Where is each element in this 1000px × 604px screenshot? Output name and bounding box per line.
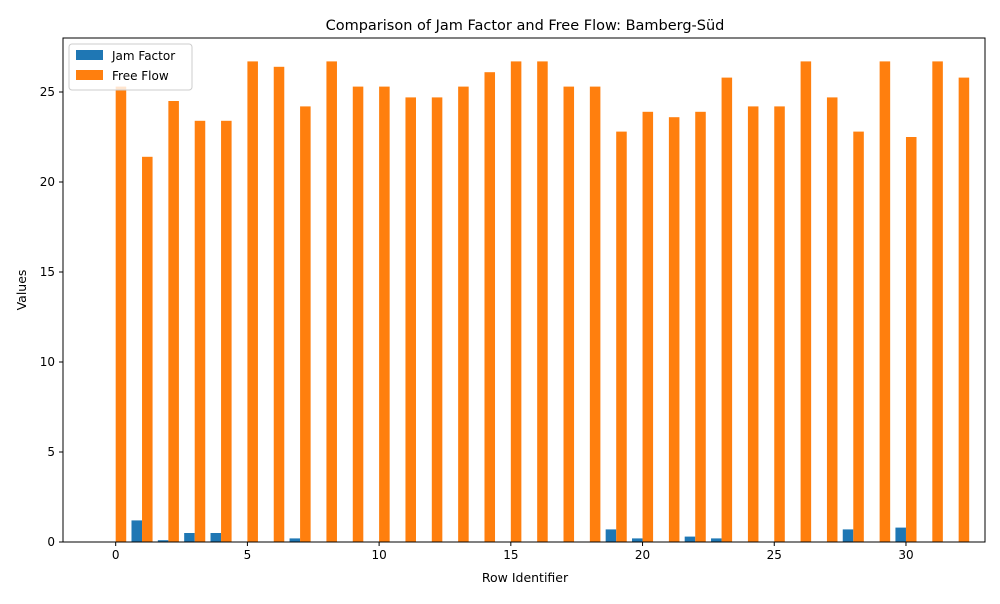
x-tick-label: 20 xyxy=(635,548,650,562)
free-flow-bar-1 xyxy=(142,156,153,543)
x-tick-label: 15 xyxy=(503,548,518,562)
legend-label: Free Flow xyxy=(112,69,169,83)
free-flow-bar-30 xyxy=(905,137,917,542)
x-tick-label: 5 xyxy=(244,548,252,562)
legend-swatch xyxy=(76,50,103,60)
chart-title: Comparison of Jam Factor and Free Flow: … xyxy=(326,18,725,34)
free-flow-bar-29 xyxy=(879,61,891,543)
y-tick-label: 5 xyxy=(47,445,55,459)
y-tick-label: 15 xyxy=(40,265,55,279)
free-flow-bar-15 xyxy=(510,61,522,543)
x-tick-label: 30 xyxy=(898,548,913,562)
legend-label: Jam Factor xyxy=(111,49,175,63)
y-axis-label: Values xyxy=(14,270,29,311)
x-tick-label: 0 xyxy=(112,548,120,562)
free-flow-bars xyxy=(115,61,970,543)
free-flow-bar-9 xyxy=(352,86,364,542)
jam-factor-bar-1 xyxy=(131,520,143,542)
free-flow-bar-11 xyxy=(405,97,416,543)
free-flow-bar-17 xyxy=(563,86,575,542)
legend: Jam Factor Free Flow xyxy=(68,43,193,91)
jam-factor-bar-22 xyxy=(684,536,696,542)
jam-factor-bar-20 xyxy=(632,538,643,542)
y-tick-label: 10 xyxy=(40,355,55,369)
plot-frame xyxy=(62,37,986,543)
x-axis: 0 5 10 15 20 25 30 xyxy=(112,542,914,562)
free-flow-bar-14 xyxy=(484,72,496,542)
free-flow-bar-7 xyxy=(300,106,311,543)
free-flow-bar-31 xyxy=(932,61,943,543)
jam-factor-bar-4 xyxy=(210,533,222,542)
free-flow-bar-16 xyxy=(537,61,548,543)
y-tick-label: 20 xyxy=(40,175,55,189)
free-flow-bar-20 xyxy=(642,111,654,543)
legend-swatch xyxy=(76,70,103,80)
free-flow-bar-21 xyxy=(668,117,680,542)
free-flow-bar-27 xyxy=(826,97,838,543)
free-flow-bar-23 xyxy=(721,77,733,542)
y-axis: 0 5 10 15 20 25 xyxy=(40,85,63,549)
free-flow-bar-2 xyxy=(168,101,179,542)
free-flow-bar-6 xyxy=(273,66,285,543)
free-flow-bar-22 xyxy=(695,111,706,543)
jam-factor-bar-7 xyxy=(289,538,301,542)
x-tick-label: 25 xyxy=(767,548,782,562)
y-tick-label: 0 xyxy=(47,535,55,549)
jam-factor-bar-3 xyxy=(184,533,195,542)
free-flow-bar-4 xyxy=(221,120,232,543)
free-flow-bar-5 xyxy=(247,61,258,543)
free-flow-bar-28 xyxy=(853,131,864,542)
free-flow-bar-8 xyxy=(326,61,337,543)
free-flow-bar-3 xyxy=(194,120,206,543)
jam-factor-bar-23 xyxy=(711,538,722,542)
jam-factor-bars xyxy=(131,520,906,542)
jam-factor-bar-2 xyxy=(157,540,169,542)
free-flow-bar-10 xyxy=(379,86,390,542)
free-flow-bar-18 xyxy=(589,86,601,542)
free-flow-bar-19 xyxy=(616,131,627,542)
free-flow-bar-26 xyxy=(800,61,812,543)
free-flow-bar-32 xyxy=(958,77,970,542)
free-flow-bar-25 xyxy=(774,106,785,543)
free-flow-bar-24 xyxy=(747,106,759,543)
free-flow-bar-13 xyxy=(458,86,469,542)
y-tick-label: 25 xyxy=(40,85,55,99)
free-flow-bar-0 xyxy=(115,86,127,542)
free-flow-bar-12 xyxy=(431,97,443,543)
jam-factor-bar-30 xyxy=(895,527,906,542)
plot-area xyxy=(62,37,986,543)
jam-factor-bar-28 xyxy=(842,529,854,542)
jam-factor-bar-19 xyxy=(605,529,617,542)
x-axis-label: Row Identifier xyxy=(482,570,569,585)
x-tick-label: 10 xyxy=(371,548,386,562)
